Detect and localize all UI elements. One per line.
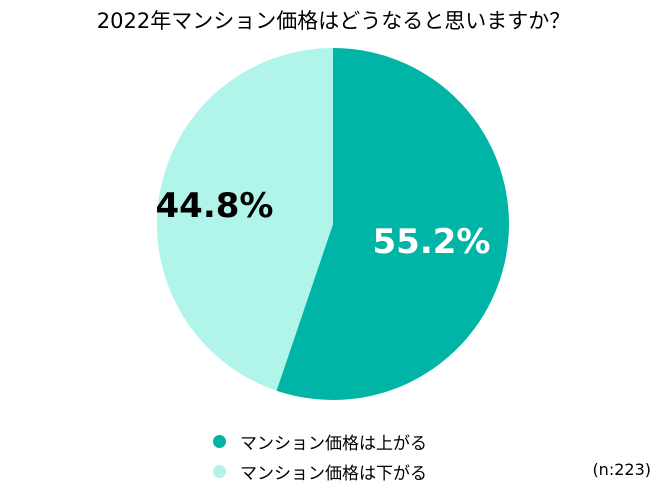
pie-slice-down [156, 48, 333, 391]
pie-slice-up [276, 48, 509, 400]
legend-label-up: マンション価格は上がる [240, 434, 427, 454]
pie-label-down: 44.8% [156, 186, 274, 226]
legend-item-down: マンション価格は下がる [213, 458, 427, 485]
legend-label-down: マンション価格は下がる [240, 464, 427, 484]
legend-swatch-down [213, 465, 226, 478]
legend-item-up: マンション価格は上がる [213, 428, 427, 455]
legend: マンション価格は上がる マンション価格は下がる [213, 428, 427, 488]
pie-label-up: 55.2% [373, 222, 491, 262]
chart-title: 2022年マンション価格はどうなると思いますか？ [96, 9, 571, 33]
sample-size-note: (n:223) [592, 460, 651, 479]
legend-swatch-up [213, 435, 226, 448]
